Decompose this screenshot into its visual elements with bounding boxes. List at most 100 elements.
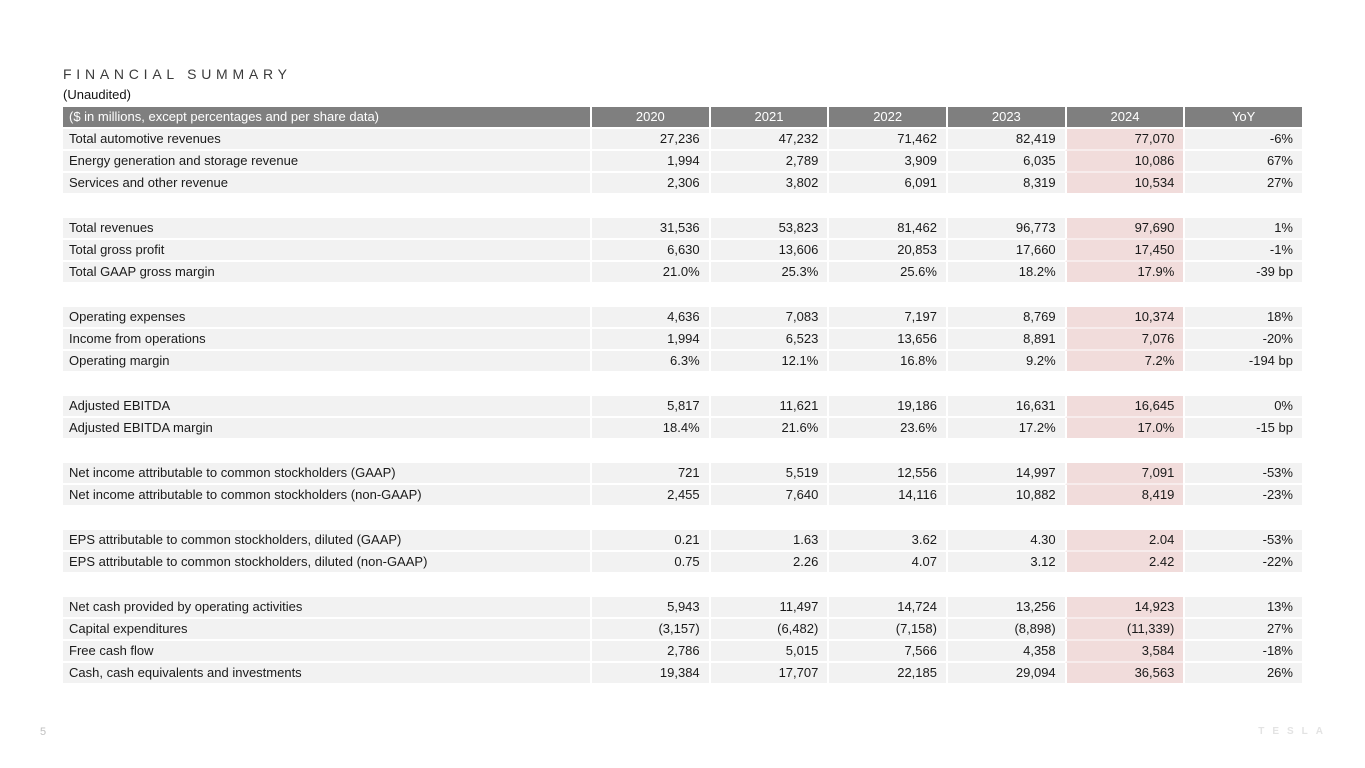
- value-cell-2022: (7,158): [827, 619, 946, 641]
- value-cell-2024: 8,419: [1064, 485, 1184, 507]
- yoy-cell: 26%: [1183, 663, 1302, 685]
- yoy-cell: -194 bp: [1183, 351, 1302, 373]
- value-cell-2023: 10,882: [945, 485, 1065, 507]
- value-cell-2021: 11,621: [708, 396, 828, 418]
- value-cell-2021: 17,707: [708, 663, 828, 685]
- table-row: Services and other revenue 2,306 3,802 6,09…: [63, 173, 1302, 195]
- row-label: Net income attributable to common stockh…: [63, 485, 590, 507]
- table-row: Total GAAP gross margin 21.0% 25.3% 25.6% 18…: [63, 262, 1302, 284]
- value-cell-2020: (3,157): [590, 619, 709, 641]
- value-cell-2020: 0.21: [590, 530, 709, 552]
- value-cell-2020: 0.75: [590, 552, 709, 574]
- row-label: Income from operations: [63, 329, 590, 351]
- row-label: Operating expenses: [63, 307, 590, 329]
- value-cell-2020: 2,306: [590, 173, 709, 195]
- value-cell-2024: 36,563: [1064, 663, 1184, 685]
- value-cell-2020: 27,236: [590, 129, 709, 151]
- spacer-row: [63, 373, 1302, 396]
- value-cell-2022: 14,116: [827, 485, 946, 507]
- table-group: Operating expenses 4,636 7,083 7,197 8,769 10…: [63, 307, 1302, 373]
- row-label: Cash, cash equivalents and investments: [63, 663, 590, 685]
- value-cell-2023: 8,319: [945, 173, 1065, 195]
- value-cell-2022: 3.62: [827, 530, 946, 552]
- value-cell-2024: (11,339): [1064, 619, 1184, 641]
- yoy-cell: 18%: [1183, 307, 1302, 329]
- value-cell-2024: 10,534: [1064, 173, 1184, 195]
- value-cell-2021: 6,523: [708, 329, 828, 351]
- table-row: Free cash flow 2,786 5,015 7,566 4,358 3,584-…: [63, 641, 1302, 663]
- yoy-cell: -20%: [1183, 329, 1302, 351]
- value-cell-2021: 12.1%: [708, 351, 828, 373]
- value-cell-2021: (6,482): [708, 619, 828, 641]
- column-header-2020: 2020: [590, 107, 709, 129]
- row-label: EPS attributable to common stockholders,…: [63, 530, 590, 552]
- value-cell-2022: 7,197: [827, 307, 946, 329]
- spacer-row: [63, 440, 1302, 463]
- yoy-cell: -23%: [1183, 485, 1302, 507]
- table-row: Operating expenses 4,636 7,083 7,197 8,769 10…: [63, 307, 1302, 329]
- row-label: Total gross profit: [63, 240, 590, 262]
- value-cell-2021: 3,802: [708, 173, 828, 195]
- financial-summary-table: ($ in millions, except percentages and p…: [63, 107, 1302, 685]
- table-row: Net income attributable to common stockh…: [63, 463, 1302, 485]
- table-group: Net income attributable to common stockh…: [63, 463, 1302, 507]
- value-cell-2020: 5,817: [590, 396, 709, 418]
- table-group: Net cash provided by operating activitie…: [63, 597, 1302, 685]
- value-cell-2020: 5,943: [590, 597, 709, 619]
- table-group: EPS attributable to common stockholders,…: [63, 530, 1302, 574]
- yoy-cell: -15 bp: [1183, 418, 1302, 440]
- value-cell-2021: 25.3%: [708, 262, 828, 284]
- value-cell-2020: 18.4%: [590, 418, 709, 440]
- table-group: Adjusted EBITDA 5,817 11,621 19,186 16,631 16…: [63, 396, 1302, 440]
- table-row: Adjusted EBITDA 5,817 11,621 19,186 16,631 16…: [63, 396, 1302, 418]
- table-header-row: ($ in millions, except percentages and p…: [63, 107, 1302, 129]
- yoy-cell: 27%: [1183, 173, 1302, 195]
- table-row: Capital expenditures (3,157) (6,482) (7,158…: [63, 619, 1302, 641]
- page-number: 5: [40, 726, 47, 738]
- row-label: Net income attributable to common stockh…: [63, 463, 590, 485]
- value-cell-2022: 12,556: [827, 463, 946, 485]
- value-cell-2024: 17.9%: [1064, 262, 1184, 284]
- yoy-cell: -18%: [1183, 641, 1302, 663]
- value-cell-2023: 3.12: [945, 552, 1065, 574]
- yoy-cell: -1%: [1183, 240, 1302, 262]
- spacer-row: [63, 284, 1302, 307]
- table-row: Energy generation and storage revenue 1,9…: [63, 151, 1302, 173]
- value-cell-2023: 4,358: [945, 641, 1065, 663]
- value-cell-2020: 721: [590, 463, 709, 485]
- table-row: Operating margin 6.3% 12.1% 16.8% 9.2% 7.2% -1…: [63, 351, 1302, 373]
- value-cell-2021: 1.63: [708, 530, 828, 552]
- value-cell-2022: 71,462: [827, 129, 946, 151]
- table-row: Net income attributable to common stockh…: [63, 485, 1302, 507]
- row-label: Free cash flow: [63, 641, 590, 663]
- tesla-logo: TESLA: [1258, 726, 1331, 737]
- row-label: Total GAAP gross margin: [63, 262, 590, 284]
- value-cell-2022: 16.8%: [827, 351, 946, 373]
- yoy-cell: 27%: [1183, 619, 1302, 641]
- value-cell-2020: 6.3%: [590, 351, 709, 373]
- value-cell-2020: 19,384: [590, 663, 709, 685]
- value-cell-2021: 5,015: [708, 641, 828, 663]
- yoy-cell: -6%: [1183, 129, 1302, 151]
- value-cell-2023: 13,256: [945, 597, 1065, 619]
- column-header-units: ($ in millions, except percentages and p…: [63, 107, 590, 129]
- value-cell-2021: 53,823: [708, 218, 828, 240]
- value-cell-2023: 8,891: [945, 329, 1065, 351]
- value-cell-2021: 13,606: [708, 240, 828, 262]
- value-cell-2024: 7,076: [1064, 329, 1184, 351]
- value-cell-2020: 2,455: [590, 485, 709, 507]
- column-header-2022: 2022: [827, 107, 946, 129]
- value-cell-2024: 10,086: [1064, 151, 1184, 173]
- value-cell-2024: 7,091: [1064, 463, 1184, 485]
- yoy-cell: -53%: [1183, 463, 1302, 485]
- table-row: EPS attributable to common stockholders,…: [63, 530, 1302, 552]
- value-cell-2023: 18.2%: [945, 262, 1065, 284]
- value-cell-2024: 77,070: [1064, 129, 1184, 151]
- value-cell-2023: 9.2%: [945, 351, 1065, 373]
- value-cell-2024: 16,645: [1064, 396, 1184, 418]
- row-label: Total revenues: [63, 218, 590, 240]
- value-cell-2020: 1,994: [590, 329, 709, 351]
- value-cell-2022: 23.6%: [827, 418, 946, 440]
- table-group: Total automotive revenues 27,236 47,232 71,…: [63, 129, 1302, 195]
- value-cell-2020: 1,994: [590, 151, 709, 173]
